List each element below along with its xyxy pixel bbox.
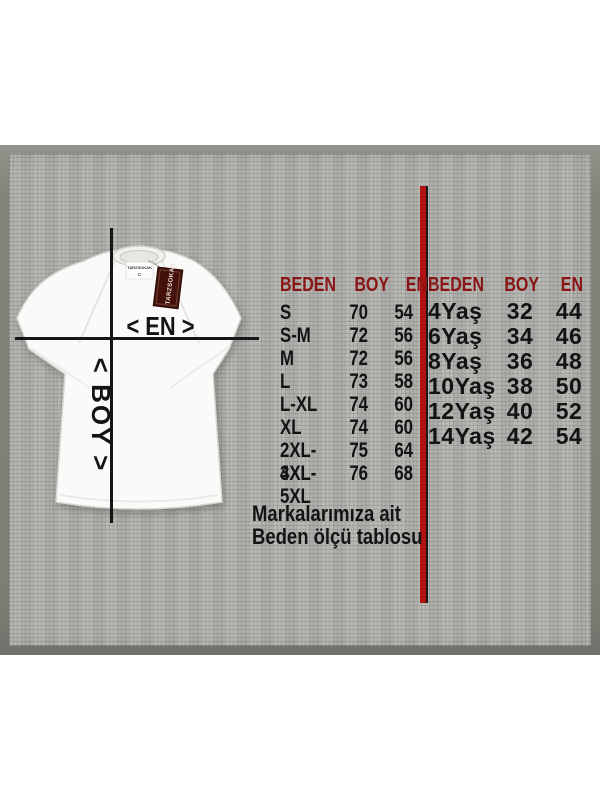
en-value: 68 [394, 462, 414, 485]
en-value: 60 [394, 393, 414, 416]
boy-value: 42 [506, 423, 534, 449]
width-marker-en: < EN > [110, 311, 210, 342]
en-value: 56 [394, 347, 414, 370]
size-name: 14Yaş [428, 423, 496, 449]
en-value: 54 [555, 423, 583, 449]
size-name: 6Yaş [428, 323, 483, 349]
size-row: 14Yaş 42 54 [428, 424, 600, 449]
en-value: 46 [555, 323, 583, 349]
boy-value: 38 [506, 373, 534, 399]
size-row: XL 74 60 [280, 416, 430, 439]
tshirt-body [16, 249, 242, 510]
size-row: 4XL-5XL 76 68 [280, 462, 430, 508]
boy-value: 74 [349, 416, 369, 439]
sleeve-fold-right [169, 347, 228, 389]
size-row: 2XL-3XL 75 64 [280, 439, 430, 485]
en-value: 60 [394, 416, 414, 439]
size-name: S-M [280, 324, 311, 347]
adult-size-table-body: S 70 54 S-M 72 56 M 72 56 L 73 58 L-XL 74 60 XL 74 60 2XL-… [280, 301, 430, 508]
hem-seam [59, 494, 219, 503]
boy-value: 72 [349, 324, 369, 347]
en-value: 50 [555, 373, 583, 399]
header-beden: BEDEN [428, 274, 485, 296]
size-row: 4Yaş 32 44 [428, 299, 600, 324]
caption-line-1: Markalarımıza ait [252, 501, 401, 526]
en-value: 52 [555, 398, 583, 424]
size-row: 6Yaş 34 46 [428, 324, 600, 349]
boy-value: 75 [349, 439, 369, 462]
chart-caption: Markalarımıza ait Beden ölçü tablosu [252, 502, 455, 548]
size-name: 4Yaş [428, 298, 483, 324]
size-name: M [280, 347, 294, 370]
neck-label-brand: TARZSOKAK [127, 265, 152, 270]
size-name: 10Yaş [428, 373, 496, 399]
size-name: 8Yaş [428, 348, 483, 374]
sleeve-fold-left [30, 347, 91, 389]
kids-size-table: BEDEN BOY EN 4Yaş 32 44 6Yaş 34 46 8Yaş 36 48 10Y… [428, 274, 600, 449]
header-boy: BOY [504, 274, 540, 296]
en-value: 56 [394, 324, 414, 347]
size-row: 12Yaş 40 52 [428, 399, 600, 424]
neck-label [125, 261, 154, 280]
boy-value: 73 [349, 370, 369, 393]
boy-value: 72 [349, 347, 369, 370]
en-value: 54 [394, 301, 414, 324]
size-name: 4XL-5XL [280, 462, 317, 508]
tshirt-photo: TARZSOKAK C TARZSOKAK [0, 225, 260, 535]
boy-value: 40 [506, 398, 534, 424]
boy-value: 70 [349, 301, 369, 324]
width-measure-line [15, 337, 259, 340]
boy-value: 34 [506, 323, 534, 349]
kids-size-table-body: 4Yaş 32 44 6Yaş 34 46 8Yaş 36 48 10Yaş 38 50 12Yaş 40… [428, 299, 600, 449]
size-row: S 70 54 [280, 301, 430, 324]
size-name: 2XL-3XL [280, 439, 317, 485]
en-value: 58 [394, 370, 414, 393]
boy-value: 74 [349, 393, 369, 416]
boy-value: 36 [506, 348, 534, 374]
height-measure-line [110, 228, 113, 523]
size-row: 8Yaş 36 48 [428, 349, 600, 374]
adult-size-table: BEDEN BOY EN S 70 54 S-M 72 56 M 72 56 L 73 58 L-XL 7… [280, 274, 430, 508]
neck-label-size: C [138, 272, 142, 277]
size-row: L 73 58 [280, 370, 430, 393]
table-divider-line [420, 186, 428, 603]
neck-opening [119, 250, 159, 264]
adult-size-table-header: BEDEN BOY EN [280, 274, 430, 297]
caption-line-2: Beden ölçü tablosu [252, 524, 423, 549]
hang-tag: TARZSOKAK [152, 262, 184, 310]
en-value: 64 [394, 439, 414, 462]
size-row: M 72 56 [280, 347, 430, 370]
size-row: S-M 72 56 [280, 324, 430, 347]
boy-value: 32 [506, 298, 534, 324]
width-marker-en-text: < EN > [126, 311, 194, 341]
height-marker-boy: < BOY > [85, 346, 117, 484]
tshirt-illustration: TARZSOKAK C TARZSOKAK [16, 245, 242, 510]
size-name: S [280, 301, 292, 324]
size-name: L [280, 370, 291, 393]
header-en: EN [406, 274, 429, 296]
size-row: L-XL 74 60 [280, 393, 430, 416]
boy-value: 76 [349, 462, 369, 485]
size-chart-board [0, 145, 600, 655]
size-name: XL [280, 416, 302, 439]
header-boy: BOY [354, 274, 390, 296]
size-name: 12Yaş [428, 398, 496, 424]
header-en: EN [561, 274, 584, 296]
header-beden: BEDEN [280, 274, 337, 296]
height-marker-boy-text: < BOY > [86, 357, 116, 473]
en-value: 48 [555, 348, 583, 374]
kids-size-table-header: BEDEN BOY EN [428, 274, 600, 297]
en-value: 44 [555, 298, 583, 324]
size-row: 10Yaş 38 50 [428, 374, 600, 399]
size-name: L-XL [280, 393, 318, 416]
